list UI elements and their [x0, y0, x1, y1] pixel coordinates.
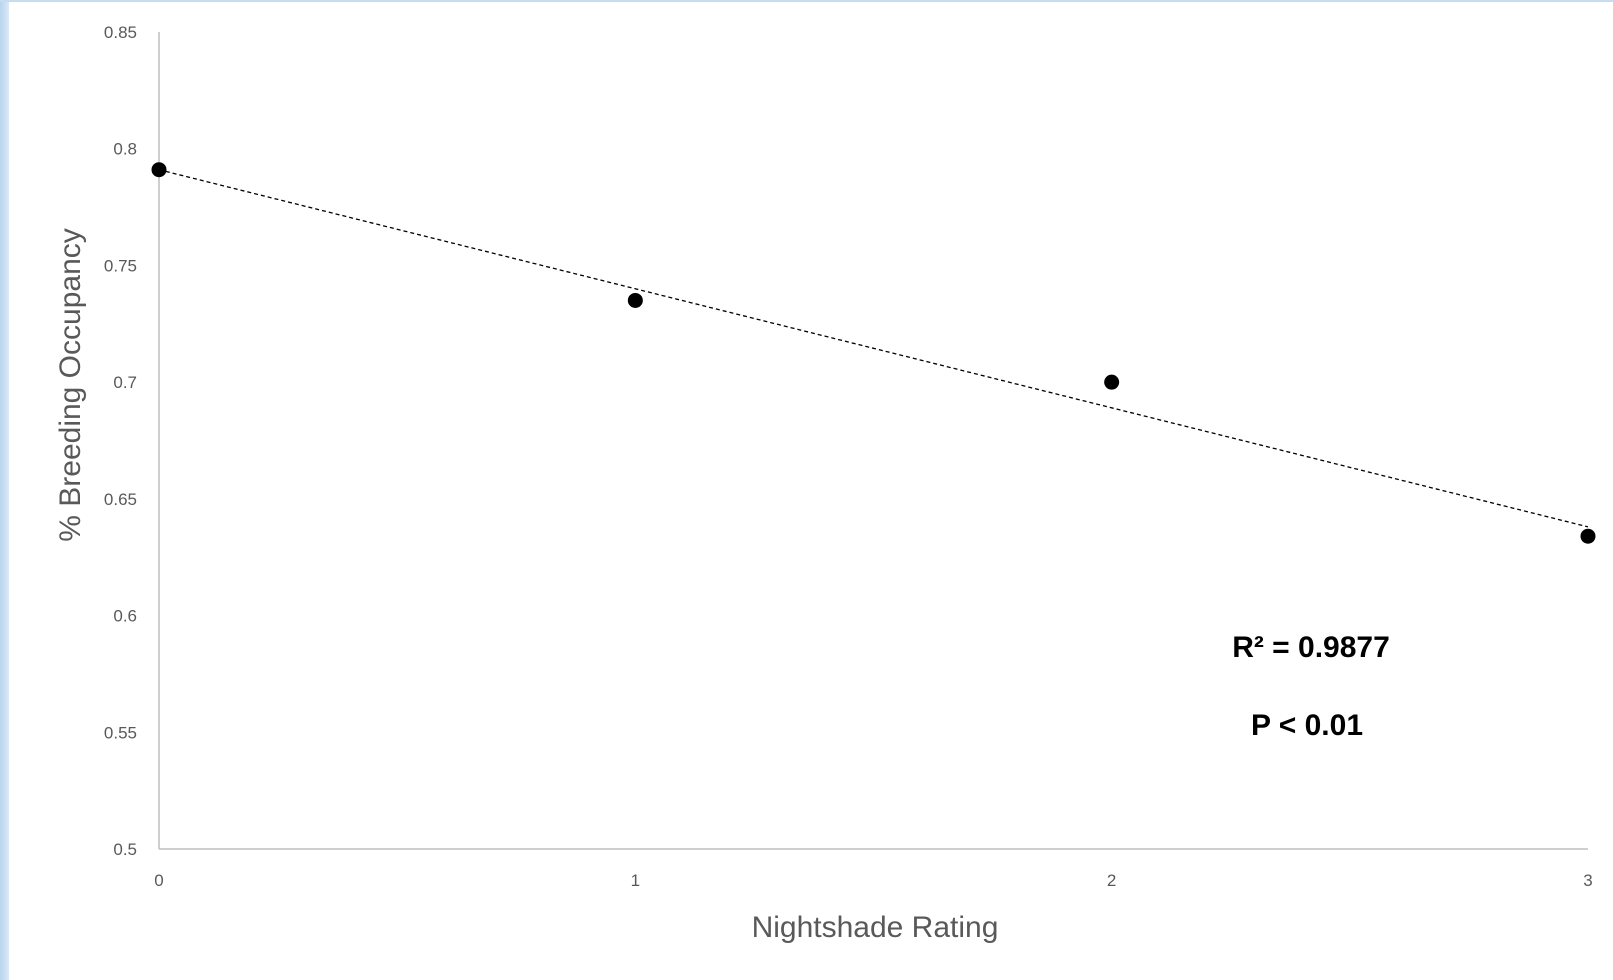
y-tick-label: 0.6 — [113, 607, 137, 626]
data-point — [1104, 374, 1120, 390]
window-edge-top — [0, 0, 1613, 2]
axes — [158, 32, 1588, 850]
x-tick-label: 3 — [1583, 871, 1592, 890]
p-value-annotation: P < 0.01 — [1251, 709, 1363, 742]
data-point — [151, 162, 167, 178]
y-tick-label: 0.55 — [104, 723, 137, 742]
trendline — [158, 169, 1589, 528]
y-tick-label: 0.8 — [113, 140, 137, 159]
data-points — [151, 162, 1596, 544]
x-tick-label: 2 — [1107, 871, 1116, 890]
x-tick-label: 1 — [631, 871, 640, 890]
r-squared-annotation: R² = 0.9877 — [1232, 631, 1390, 664]
x-axis-title: Nightshade Rating — [752, 911, 999, 944]
data-point — [627, 292, 643, 308]
y-tick-label: 0.7 — [113, 373, 137, 392]
trendline-group — [158, 169, 1589, 528]
x-tick-labels: 0 1 2 3 — [154, 871, 1592, 890]
y-tick-label: 0.85 — [104, 23, 137, 42]
x-tick-label: 0 — [154, 871, 163, 890]
window-edge-left — [0, 0, 9, 980]
y-tick-labels: 0.85 0.8 0.75 0.7 0.65 0.6 0.55 0.5 — [104, 23, 137, 859]
y-tick-label: 0.75 — [104, 256, 137, 275]
y-axis-title: % Breeding Occupancy — [54, 228, 87, 542]
y-tick-label: 0.65 — [104, 490, 137, 509]
data-point — [1580, 528, 1596, 544]
y-tick-label: 0.5 — [113, 840, 137, 859]
